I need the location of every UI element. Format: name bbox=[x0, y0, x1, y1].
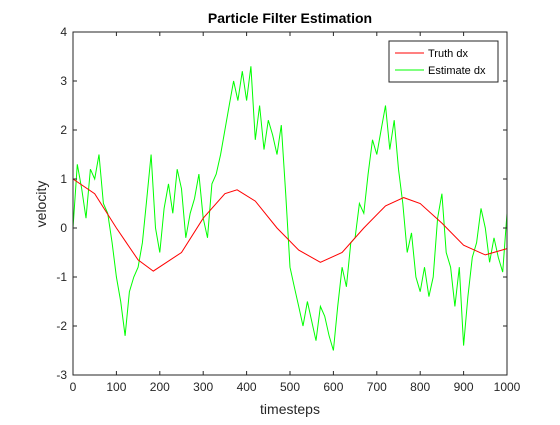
x-tick-label: 100 bbox=[106, 380, 126, 394]
x-tick-label: 300 bbox=[193, 380, 213, 394]
x-tick-label: 0 bbox=[70, 380, 77, 394]
y-tick-label: -1 bbox=[56, 270, 67, 284]
plot-background bbox=[73, 32, 507, 375]
series-line-truth-dx bbox=[72, 178, 508, 272]
legend-label-estimate: Estimate dx bbox=[428, 65, 486, 77]
y-axis-label: velocity bbox=[33, 181, 49, 228]
axes-layer: 0 100 200 300 400 500 600 700 800 900 1000 -3 -2 -1 0 1… bbox=[56, 25, 520, 394]
y-tick-label: 3 bbox=[60, 74, 67, 88]
y-tick-label: -3 bbox=[56, 368, 67, 382]
y-tick-label: 0 bbox=[60, 221, 67, 235]
x-tick-label: 800 bbox=[410, 380, 430, 394]
y-tick-label: 2 bbox=[60, 123, 67, 137]
series-line-estimate-dx bbox=[72, 66, 508, 351]
x-tick-label: 1000 bbox=[494, 380, 521, 394]
x-tick-label: 200 bbox=[150, 380, 170, 394]
x-tick-label: 700 bbox=[367, 380, 387, 394]
legend-label-truth: Truth dx bbox=[428, 48, 468, 60]
x-tick-label: 900 bbox=[454, 380, 474, 394]
legend-box bbox=[388, 40, 499, 83]
x-tick-label: 500 bbox=[280, 380, 300, 394]
x-axis-label: timesteps bbox=[260, 401, 320, 417]
series-layer bbox=[72, 66, 508, 351]
y-tick-label: -2 bbox=[56, 319, 67, 333]
y-tick-label: 1 bbox=[60, 172, 67, 186]
x-tick-label: 600 bbox=[323, 380, 343, 394]
x-tick-label: 400 bbox=[237, 380, 257, 394]
legend: Truth dx Estimate dx bbox=[388, 40, 499, 83]
y-tick-label: 4 bbox=[60, 25, 67, 39]
chart-title: Particle Filter Estimation bbox=[208, 10, 372, 26]
